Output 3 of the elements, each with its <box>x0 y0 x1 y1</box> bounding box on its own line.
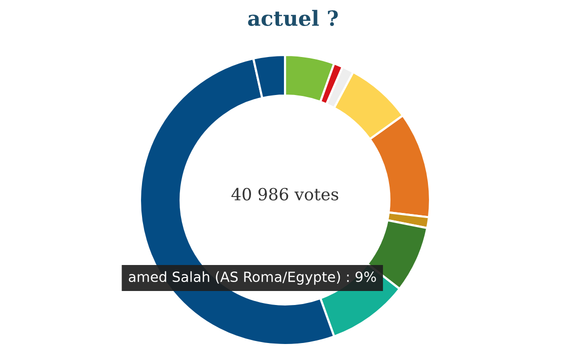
chart-title: actuel ? <box>248 10 338 26</box>
text: 40 986 votes <box>231 188 338 200</box>
text: amed Salah (AS Roma/Egypte) : 9% <box>128 271 376 285</box>
